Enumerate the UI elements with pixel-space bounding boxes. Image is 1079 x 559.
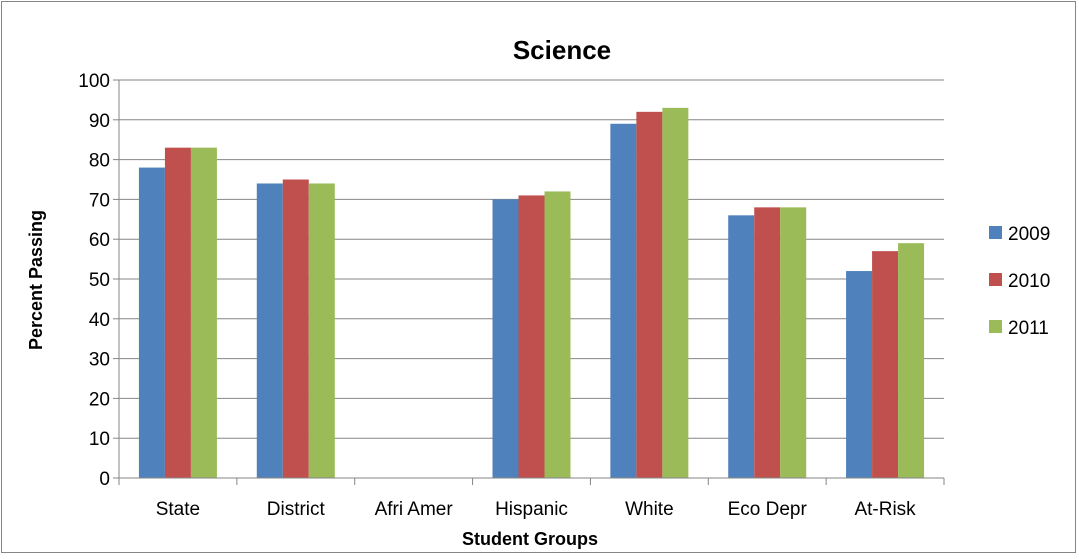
x-tick-label: Eco Depr — [728, 499, 808, 520]
x-tick-labels: State District Afri Amer Hispanic White Eco D… — [156, 499, 916, 520]
bar — [138, 167, 165, 478]
x-tick-label: Hispanic — [495, 499, 568, 520]
legend-label: 2011 — [1008, 318, 1049, 339]
bar — [190, 147, 217, 478]
legend: 2009 2010 2011 — [989, 224, 1050, 339]
y-tick-label: 50 — [89, 270, 110, 291]
legend-label: 2009 — [1008, 224, 1050, 245]
bars — [138, 107, 925, 479]
legend-label: 2010 — [1008, 271, 1050, 292]
x-axis-title: Student Groups — [462, 529, 598, 549]
x-tick-label: Afri Amer — [375, 499, 454, 520]
y-tick-label: 30 — [89, 350, 110, 371]
legend-swatch — [989, 320, 1002, 333]
y-tick-label: 80 — [89, 151, 110, 172]
bar — [308, 183, 335, 479]
x-tick-label: At-Risk — [854, 499, 916, 520]
y-tick-label: 100 — [78, 71, 110, 92]
bar — [846, 271, 873, 478]
y-tick-label: 0 — [99, 469, 110, 490]
bar — [662, 107, 689, 479]
x-tick-label: White — [625, 499, 674, 520]
bar — [282, 179, 309, 478]
chart-title: Science — [513, 35, 611, 65]
y-tick-label: 60 — [89, 230, 110, 251]
y-tick-label: 40 — [89, 310, 110, 331]
bar — [492, 199, 519, 478]
y-axis-title: Percent Passing — [26, 210, 46, 350]
bar — [544, 191, 571, 478]
bar — [780, 207, 807, 479]
bar — [636, 111, 663, 478]
bar — [256, 183, 283, 479]
y-tick-label: 20 — [89, 389, 110, 410]
bar — [754, 207, 781, 479]
bar — [728, 215, 755, 478]
y-tick-labels: 0 10 20 30 40 50 60 70 80 90 100 — [78, 71, 110, 490]
bar — [518, 195, 545, 479]
y-tick-label: 90 — [89, 111, 110, 132]
bar — [872, 251, 899, 478]
legend-swatch — [989, 226, 1002, 239]
x-tick-label: District — [267, 499, 326, 520]
legend-swatch — [989, 273, 1002, 286]
y-tick-label: 10 — [89, 429, 110, 450]
axes — [118, 80, 945, 485]
bar — [164, 147, 191, 478]
x-tick-label: State — [156, 499, 200, 520]
bar — [610, 123, 637, 478]
bar — [898, 243, 925, 478]
y-tick-label: 70 — [89, 190, 110, 211]
